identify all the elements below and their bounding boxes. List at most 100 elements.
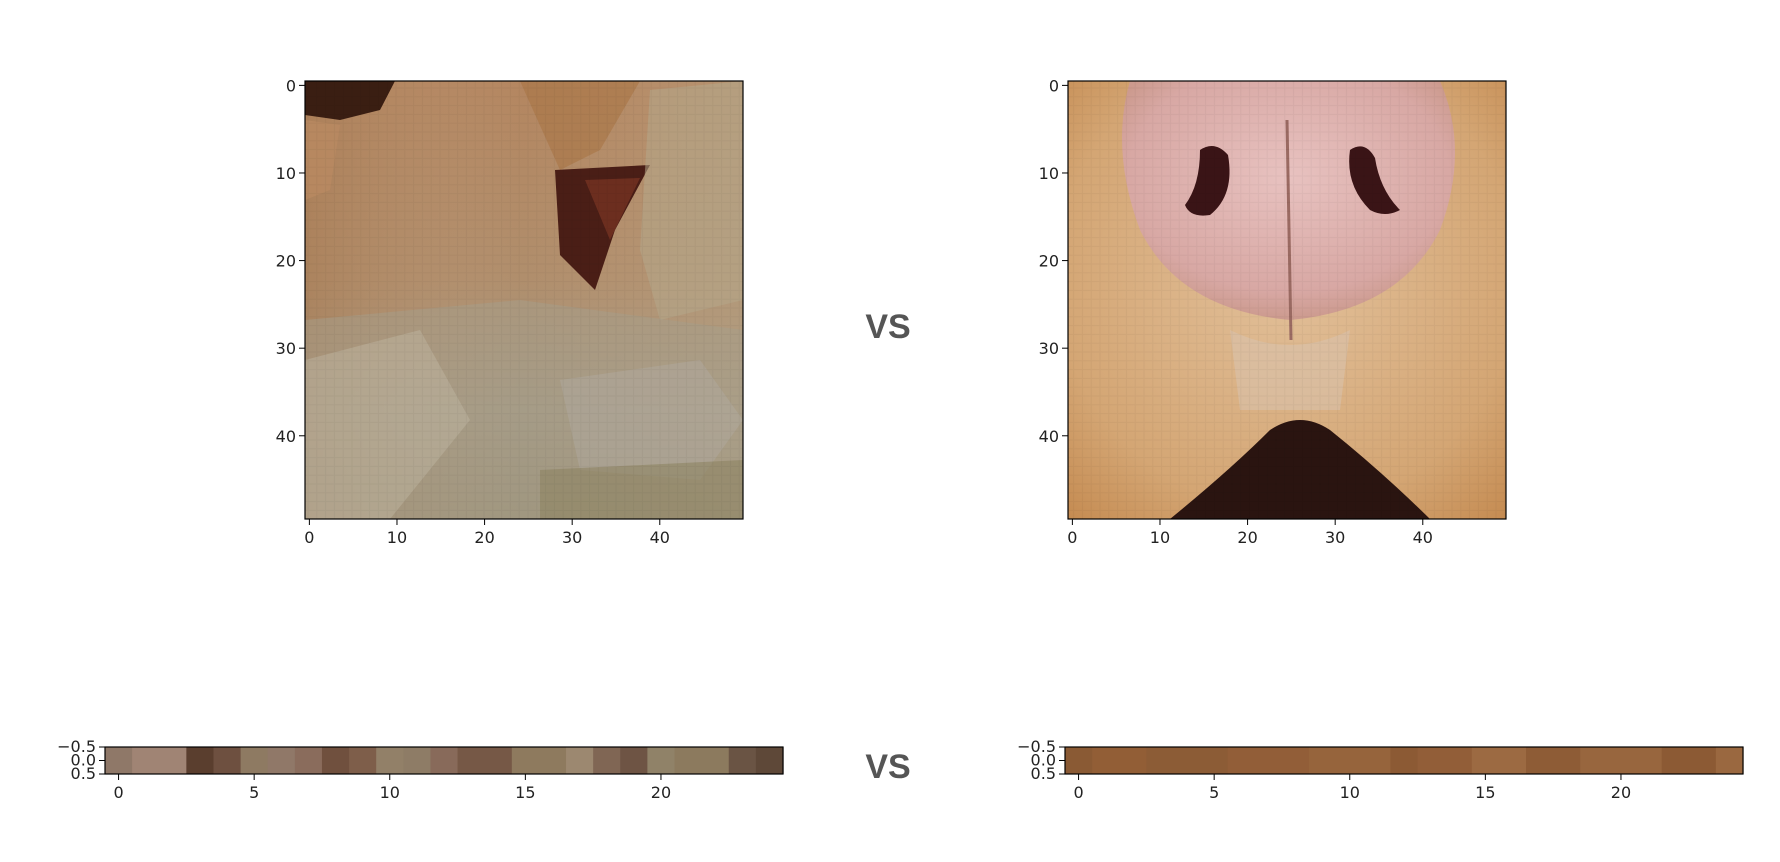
x-tick-label: 20 [474,528,494,547]
color-cell [1498,747,1527,774]
color-cell [1634,747,1663,774]
vs-label-bottom: VS [865,748,910,786]
x-tick-label: 5 [249,783,259,802]
x-tick-label: 20 [1611,783,1631,802]
y-tick-label: 40 [276,427,296,446]
x-tick-label: 10 [1340,783,1360,802]
x-tick-label: 30 [1325,528,1345,547]
color-cell [294,747,323,774]
x-tick-label: 10 [1150,528,1170,547]
color-cell [1363,747,1392,774]
dog-axes-frame [1067,80,1507,520]
color-cell [647,747,676,774]
x-tick-label: 40 [650,528,670,547]
dog-x-ticks: 0 10 20 30 40 [1067,519,1433,547]
color-cell [376,747,404,774]
color-cell [457,747,486,774]
dog-color-strip [1065,747,1744,774]
dog-strip-x-ticks: 0 5 10 15 20 [1073,774,1631,802]
color-cell [1688,747,1717,774]
color-cell [674,747,703,774]
color-cell [755,747,784,774]
x-tick-label: 0 [1067,528,1077,547]
y-tick-label: 10 [1039,164,1059,183]
cat-color-strip-axes: 0 5 10 15 20 −0.50.00.5 [57,737,784,802]
y-tick-label: 0.5 [71,764,96,783]
dog-color-strip-axes: 0 5 10 15 20 −0.50.00.5 [1017,737,1744,802]
x-tick-label: 15 [1475,783,1495,802]
color-cell [186,747,215,774]
color-cell [620,747,648,774]
y-tick-label: 0.0 [1031,751,1056,770]
y-tick-label: 0.0 [71,751,96,770]
dog-y-ticks: 0 10 20 30 40 [1039,76,1068,446]
y-tick-label: 20 [1039,252,1059,271]
color-cell [1661,747,1690,774]
color-cell [267,747,296,774]
y-tick-label: −0.5 [57,737,96,756]
color-cell [240,747,269,774]
cat-strip-y-ticks: −0.50.00.5 [57,737,105,783]
y-tick-label: −0.5 [1017,737,1056,756]
y-tick-label: 30 [276,339,296,358]
x-tick-label: 0 [1073,783,1083,802]
cat-image [305,81,743,519]
color-cell [403,747,432,774]
color-cell [1553,747,1581,774]
y-tick-label: 30 [1039,339,1059,358]
color-cell [1471,747,1500,774]
color-cell [484,747,513,774]
color-cell [1336,747,1364,774]
dog-image-axes: 0 10 20 30 40 0 10 20 30 40 [1039,76,1507,547]
color-cell [1526,747,1554,774]
y-tick-label: 20 [276,252,296,271]
color-cell [593,747,621,774]
cat-axes-frame [304,80,744,520]
color-cell [1715,747,1744,774]
dog-strip-y-ticks: −0.50.00.5 [1017,737,1065,783]
color-cell [1173,747,1202,774]
color-cell [538,747,567,774]
color-cell [566,747,594,774]
y-tick-label: 10 [276,164,296,183]
color-cell [159,747,187,774]
color-cell [1309,747,1337,774]
x-tick-label: 40 [1413,528,1433,547]
color-cell [430,747,459,774]
color-cell [701,747,730,774]
x-tick-label: 0 [304,528,314,547]
vs-label-top: VS [865,308,910,346]
y-tick-label: 40 [1039,427,1059,446]
color-cell [728,747,757,774]
dog-image [1068,81,1506,519]
color-cell [1146,747,1175,774]
x-tick-label: 0 [113,783,123,802]
color-cell [213,747,242,774]
color-cell [1065,747,1093,774]
color-cell [511,747,540,774]
x-tick-label: 10 [380,783,400,802]
color-cell [1092,747,1120,774]
color-cell [349,747,377,774]
cat-color-strip [105,747,784,774]
cat-strip-x-ticks: 0 5 10 15 20 [113,774,671,802]
color-cell [1119,747,1147,774]
x-tick-label: 20 [651,783,671,802]
cat-x-ticks: 0 10 20 30 40 [304,519,670,547]
cat-y-ticks: 0 10 20 30 40 [276,76,305,446]
color-cell [1417,747,1446,774]
y-tick-label: 0.5 [1031,764,1056,783]
cat-image-axes: 0 10 20 30 40 0 10 20 30 40 [276,76,744,547]
x-tick-label: 5 [1209,783,1219,802]
color-cell [321,747,350,774]
color-cell [1200,747,1229,774]
color-cell [1281,747,1310,774]
color-cell [132,747,160,774]
x-tick-label: 30 [562,528,582,547]
color-cell [105,747,133,774]
x-tick-label: 10 [387,528,407,547]
color-cell [1390,747,1419,774]
y-tick-label: 0 [1049,76,1059,95]
color-cell [1444,747,1473,774]
